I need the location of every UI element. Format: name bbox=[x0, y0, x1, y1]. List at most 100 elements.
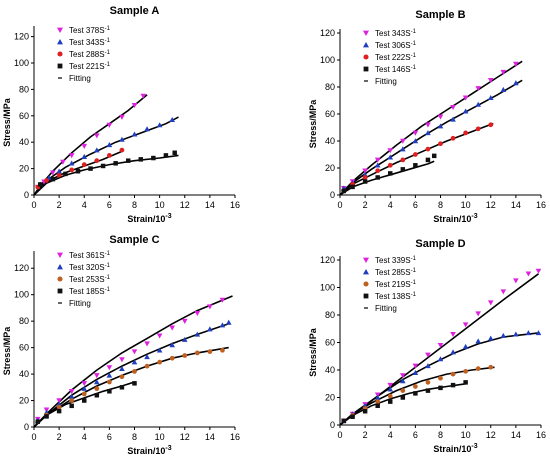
data-point bbox=[50, 176, 56, 182]
data-point bbox=[488, 122, 494, 128]
data-point bbox=[374, 394, 381, 400]
data-point bbox=[81, 381, 88, 387]
legend-marker bbox=[57, 276, 63, 282]
y-axis-label: Stress/MPa bbox=[2, 97, 12, 147]
series-2 bbox=[340, 80, 519, 191]
data-point bbox=[106, 379, 112, 385]
data-point bbox=[68, 160, 75, 166]
data-point bbox=[94, 379, 100, 385]
data-point bbox=[113, 161, 118, 166]
data-point bbox=[400, 395, 406, 400]
data-point bbox=[220, 347, 225, 353]
legend-label: Test 185S-1 bbox=[69, 287, 111, 296]
series-4 bbox=[38, 150, 177, 187]
data-point bbox=[362, 175, 368, 180]
x-axis-label-exponent: -3 bbox=[471, 213, 477, 220]
legend-label: Test 146S-1 bbox=[375, 65, 417, 74]
x-tick-label: 0 bbox=[337, 430, 342, 440]
y-axis-label: Stress/MPa bbox=[2, 326, 12, 376]
x-tick-label: 4 bbox=[388, 200, 393, 210]
legend-label-exponent: -1 bbox=[411, 280, 417, 286]
data-point bbox=[119, 374, 125, 380]
legend-label: Fitting bbox=[69, 74, 91, 83]
legend-label-exponent: -1 bbox=[411, 29, 417, 35]
data-point bbox=[219, 297, 226, 303]
series-1 bbox=[340, 61, 519, 192]
data-point bbox=[169, 342, 175, 348]
data-point bbox=[500, 332, 507, 338]
legend-marker bbox=[363, 54, 369, 60]
data-point bbox=[362, 179, 368, 184]
data-point bbox=[119, 136, 125, 142]
x-tick-label: 10 bbox=[155, 432, 165, 442]
legend-label: Test 138S-1 bbox=[375, 292, 417, 301]
data-point bbox=[157, 359, 163, 365]
data-point bbox=[131, 103, 138, 109]
legend-marker bbox=[363, 66, 369, 72]
data-point bbox=[462, 108, 469, 114]
legend: Test 339S-1 Test 285S-1 Test 219S-1 Test 13… bbox=[363, 256, 417, 313]
data-point bbox=[425, 146, 431, 152]
data-point bbox=[138, 157, 144, 162]
x-tick-label: 4 bbox=[82, 432, 87, 442]
data-point bbox=[106, 372, 113, 378]
x-tick-label: 12 bbox=[180, 432, 190, 442]
x-tick-label: 16 bbox=[230, 432, 240, 442]
data-point bbox=[412, 138, 419, 144]
legend-label-exponent: -1 bbox=[411, 53, 417, 59]
data-point bbox=[412, 152, 418, 157]
legend-label-exponent: -1 bbox=[105, 62, 111, 68]
data-point bbox=[144, 363, 150, 369]
legend-marker bbox=[57, 63, 63, 69]
legend-label: Test 288S-1 bbox=[69, 50, 111, 59]
data-point bbox=[450, 382, 456, 388]
y-tick-label: 60 bbox=[325, 109, 335, 119]
data-point bbox=[500, 86, 507, 92]
y-tick-label: 60 bbox=[325, 338, 335, 348]
y-tick-label: 100 bbox=[320, 55, 335, 65]
data-point bbox=[63, 171, 68, 177]
x-tick-label: 10 bbox=[461, 430, 471, 440]
legend: Test 361S-1 Test 320S-1 Test 253S-1 Test 18… bbox=[57, 251, 111, 308]
fitting-curve-4 bbox=[33, 154, 179, 196]
series-4 bbox=[341, 153, 437, 194]
y-tick-label: 80 bbox=[19, 316, 29, 326]
y-tick-label: 0 bbox=[330, 420, 335, 430]
data-point bbox=[75, 169, 81, 174]
data-point bbox=[81, 162, 87, 168]
data-point bbox=[131, 349, 138, 355]
x-tick-label: 2 bbox=[363, 200, 368, 210]
data-point bbox=[412, 130, 419, 136]
data-point bbox=[106, 142, 113, 148]
legend-marker bbox=[363, 269, 369, 275]
y-tick-label: 60 bbox=[19, 343, 29, 353]
data-point bbox=[207, 326, 213, 332]
data-point bbox=[475, 86, 481, 92]
x-tick-label: 16 bbox=[230, 200, 240, 210]
fitting-curve-4 bbox=[339, 383, 466, 426]
data-point bbox=[100, 163, 106, 169]
data-point bbox=[172, 150, 177, 155]
x-axis-label: Strain/10-3 bbox=[433, 213, 477, 224]
x-tick-label: 2 bbox=[57, 200, 62, 210]
data-point bbox=[463, 368, 469, 374]
data-point bbox=[487, 78, 494, 84]
legend-label-exponent: -1 bbox=[411, 292, 417, 298]
legend-marker bbox=[363, 42, 369, 48]
data-point bbox=[387, 382, 394, 388]
x-tick-label: 0 bbox=[31, 200, 36, 210]
data-point bbox=[207, 349, 213, 354]
legend-label: Test 320S-1 bbox=[69, 263, 111, 272]
data-point bbox=[181, 318, 188, 324]
data-point bbox=[119, 147, 125, 153]
x-axis-label-exponent: -3 bbox=[471, 443, 477, 450]
data-point bbox=[68, 389, 75, 395]
legend-label-exponent: -1 bbox=[105, 275, 111, 281]
x-tick-label: 0 bbox=[31, 432, 36, 442]
data-point bbox=[513, 80, 519, 86]
data-point bbox=[50, 170, 56, 176]
legend-label-exponent: -1 bbox=[105, 26, 111, 32]
y-tick-label: 100 bbox=[14, 290, 29, 300]
y-tick-label: 20 bbox=[325, 393, 335, 403]
